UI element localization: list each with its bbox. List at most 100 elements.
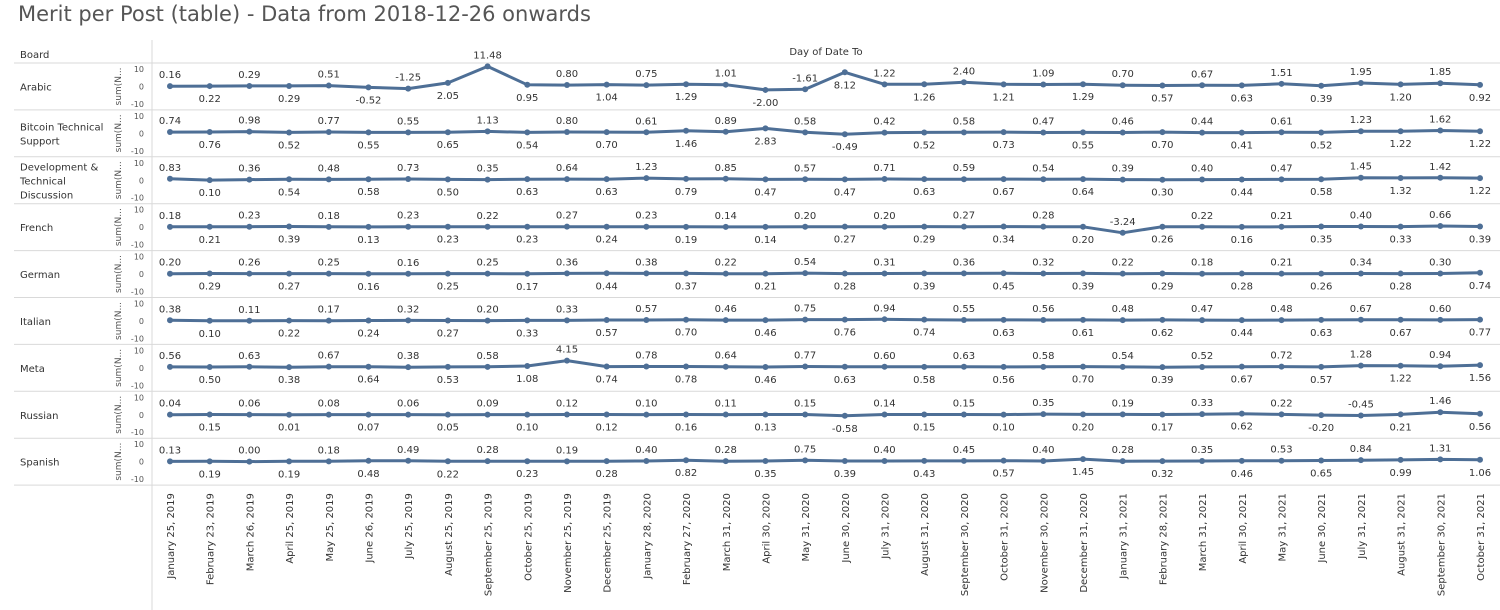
data-label: 1.01 bbox=[715, 69, 737, 80]
data-point bbox=[881, 129, 888, 136]
data-point bbox=[1119, 129, 1126, 136]
data-point bbox=[206, 270, 213, 277]
data-point bbox=[921, 129, 928, 136]
data-label: 0.32 bbox=[397, 304, 419, 315]
data-point bbox=[802, 176, 809, 183]
data-point bbox=[841, 176, 848, 183]
data-label: 0.38 bbox=[635, 257, 657, 268]
data-label: 0.49 bbox=[397, 445, 419, 456]
data-label: 0.23 bbox=[397, 211, 419, 222]
data-label: 0.55 bbox=[953, 304, 975, 315]
data-point bbox=[1199, 363, 1206, 370]
data-point bbox=[802, 457, 809, 464]
data-label: 0.46 bbox=[715, 304, 737, 315]
data-point bbox=[167, 223, 173, 230]
data-label: 0.51 bbox=[318, 70, 340, 81]
data-label: 0.48 bbox=[1270, 304, 1292, 315]
data-label: 0.94 bbox=[873, 303, 895, 314]
data-label: 0.23 bbox=[238, 211, 260, 222]
data-point bbox=[1357, 80, 1364, 87]
data-label: 0.28 bbox=[1112, 445, 1134, 456]
data-point bbox=[881, 363, 888, 370]
data-label: 0.77 bbox=[794, 351, 816, 362]
data-point bbox=[1357, 128, 1364, 135]
data-label: 0.73 bbox=[397, 163, 419, 174]
data-label: 1.85 bbox=[1429, 67, 1451, 78]
data-point bbox=[246, 128, 253, 135]
data-label: 0.21 bbox=[1389, 422, 1411, 433]
data-label: 0.74 bbox=[913, 328, 935, 339]
data-label: 0.98 bbox=[238, 116, 260, 127]
data-label: 1.45 bbox=[1350, 162, 1372, 173]
data-label: 0.44 bbox=[1191, 117, 1213, 128]
data-point bbox=[960, 363, 967, 370]
data-point bbox=[365, 363, 372, 370]
data-label: 0.54 bbox=[278, 187, 300, 198]
data-label: 0.65 bbox=[1310, 469, 1332, 480]
x-tick-label: April 30, 2020 bbox=[761, 493, 772, 564]
data-point bbox=[1357, 174, 1364, 181]
data-point bbox=[1318, 412, 1325, 419]
y-tick-label: 0 bbox=[139, 411, 144, 420]
data-label: 0.89 bbox=[715, 116, 737, 127]
board-name-line: French bbox=[20, 223, 53, 234]
x-tick-label: June 26, 2019 bbox=[364, 493, 375, 563]
y-tick-label: 0 bbox=[139, 270, 144, 279]
data-label: 0.85 bbox=[715, 163, 737, 174]
data-point bbox=[1477, 456, 1483, 463]
data-label: 0.46 bbox=[754, 328, 776, 339]
data-label: 0.52 bbox=[1191, 351, 1213, 362]
data-label: 0.64 bbox=[556, 163, 578, 174]
data-point bbox=[1199, 82, 1206, 89]
data-point bbox=[762, 317, 769, 324]
data-label: 0.31 bbox=[873, 258, 895, 269]
data-label: 0.26 bbox=[1310, 282, 1332, 293]
y-axis-title: sum(N... bbox=[114, 349, 124, 387]
data-point bbox=[1199, 411, 1206, 418]
data-point bbox=[881, 176, 888, 183]
data-label: -3.24 bbox=[1110, 217, 1136, 228]
series-line bbox=[169, 410, 1481, 418]
x-tick-label: June 30, 2020 bbox=[841, 493, 852, 563]
data-point bbox=[603, 458, 610, 465]
data-label: 0.15 bbox=[199, 422, 221, 433]
data-point bbox=[524, 458, 531, 465]
data-point bbox=[563, 357, 570, 364]
data-point bbox=[1477, 316, 1483, 323]
data-point bbox=[802, 223, 809, 230]
data-label: 0.75 bbox=[794, 444, 816, 455]
data-label: 0.40 bbox=[1191, 164, 1213, 175]
data-label: 0.60 bbox=[873, 351, 895, 362]
data-label: 0.26 bbox=[1151, 235, 1173, 246]
data-label: 0.67 bbox=[1191, 69, 1213, 80]
data-label: 0.39 bbox=[1469, 234, 1491, 245]
data-point bbox=[643, 411, 650, 418]
y-axis-title: sum(N... bbox=[114, 67, 124, 105]
data-point bbox=[643, 457, 650, 464]
data-point bbox=[722, 223, 729, 230]
data-point bbox=[643, 316, 650, 323]
y-axis-title: sum(N... bbox=[114, 443, 124, 481]
data-point bbox=[444, 458, 451, 465]
data-label: 0.63 bbox=[953, 351, 975, 362]
data-label: 0.29 bbox=[1151, 282, 1173, 293]
board-name: Meta bbox=[20, 364, 45, 375]
data-point bbox=[1278, 363, 1285, 370]
data-label: 0.70 bbox=[1072, 375, 1094, 386]
data-point bbox=[1278, 129, 1285, 136]
data-label: 0.40 bbox=[1350, 210, 1372, 221]
data-label: 0.14 bbox=[873, 399, 895, 410]
data-point bbox=[246, 82, 253, 89]
data-point bbox=[1199, 223, 1206, 230]
data-point bbox=[722, 363, 729, 370]
data-label: 0.19 bbox=[675, 235, 697, 246]
data-point bbox=[841, 131, 848, 138]
data-label: 0.28 bbox=[596, 469, 618, 480]
data-point bbox=[1437, 316, 1444, 323]
data-label: 0.20 bbox=[1072, 422, 1094, 433]
x-tick-label: May 25, 2019 bbox=[325, 493, 336, 561]
data-label: 0.00 bbox=[238, 446, 260, 457]
data-label: 0.10 bbox=[199, 188, 221, 199]
data-label: 1.32 bbox=[1389, 186, 1411, 197]
data-label: 4.15 bbox=[556, 345, 578, 356]
